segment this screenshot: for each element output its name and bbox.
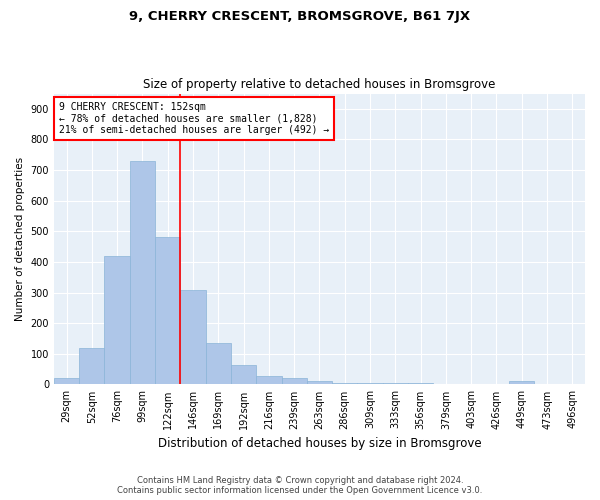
Bar bbox=[256, 376, 281, 384]
Bar bbox=[231, 364, 256, 384]
Bar bbox=[104, 256, 130, 384]
Bar bbox=[181, 290, 206, 384]
Bar bbox=[383, 383, 408, 384]
Y-axis label: Number of detached properties: Number of detached properties bbox=[15, 157, 25, 321]
Text: 9 CHERRY CRESCENT: 152sqm
← 78% of detached houses are smaller (1,828)
21% of se: 9 CHERRY CRESCENT: 152sqm ← 78% of detac… bbox=[59, 102, 329, 136]
Bar bbox=[155, 238, 181, 384]
Bar bbox=[54, 378, 79, 384]
X-axis label: Distribution of detached houses by size in Bromsgrove: Distribution of detached houses by size … bbox=[158, 437, 481, 450]
Bar bbox=[307, 382, 332, 384]
Bar bbox=[281, 378, 307, 384]
Bar bbox=[130, 161, 155, 384]
Bar bbox=[358, 383, 383, 384]
Bar bbox=[206, 343, 231, 384]
Title: Size of property relative to detached houses in Bromsgrove: Size of property relative to detached ho… bbox=[143, 78, 496, 91]
Bar bbox=[408, 383, 433, 384]
Bar bbox=[79, 348, 104, 385]
Text: 9, CHERRY CRESCENT, BROMSGROVE, B61 7JX: 9, CHERRY CRESCENT, BROMSGROVE, B61 7JX bbox=[130, 10, 470, 23]
Text: Contains HM Land Registry data © Crown copyright and database right 2024.
Contai: Contains HM Land Registry data © Crown c… bbox=[118, 476, 482, 495]
Bar bbox=[332, 383, 358, 384]
Bar bbox=[509, 382, 535, 384]
